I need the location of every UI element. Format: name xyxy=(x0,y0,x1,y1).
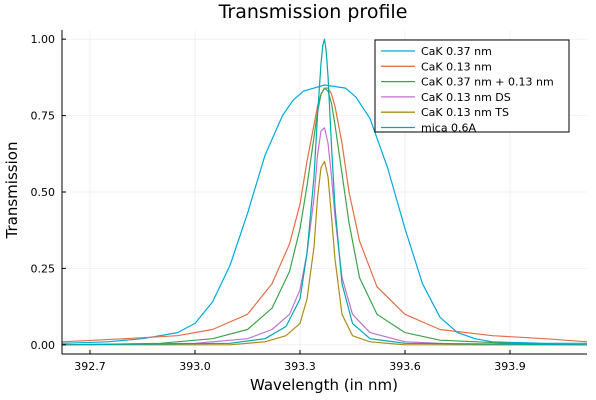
y-tick-label: 0.00 xyxy=(31,339,56,352)
x-tick-label: 393.9 xyxy=(494,360,526,373)
x-tick-label: 393.6 xyxy=(389,360,421,373)
x-tick-label: 393.0 xyxy=(179,360,211,373)
chart-title: Transmission profile xyxy=(218,1,408,23)
series-line-6 xyxy=(61,38,588,346)
y-tick-label: 0.25 xyxy=(31,262,56,275)
series-line-5 xyxy=(62,160,587,346)
x-tick-label: 393.3 xyxy=(284,360,316,373)
y-tick-label: 0.75 xyxy=(31,110,56,123)
legend-label: CaK 0.37 nm + 0.13 nm xyxy=(421,76,554,89)
y-tick-label: 1.00 xyxy=(31,33,56,46)
series-line-3 xyxy=(61,87,588,346)
series-line-1 xyxy=(61,84,587,344)
x-tick-labels: 392.7 393.0 393.3 393.6 393.9 xyxy=(74,360,526,373)
legend-label: CaK 0.13 nm xyxy=(421,60,492,73)
legend-label: CaK 0.13 nm TS xyxy=(421,106,509,119)
legend-label: CaK 0.13 nm DS xyxy=(421,91,511,104)
y-tick-label: 0.50 xyxy=(31,186,56,199)
x-tick-label: 392.7 xyxy=(74,360,106,373)
y-axis-label: Transmission xyxy=(3,142,21,240)
y-tick-labels: 0.00 0.25 0.50 0.75 1.00 xyxy=(31,33,56,352)
series-line-4 xyxy=(61,127,587,346)
x-axis-label: Wavelength (in nm) xyxy=(250,376,398,394)
axes xyxy=(61,30,587,355)
legend-label: mica 0.6A xyxy=(421,122,477,135)
legend-box xyxy=(374,39,570,133)
legend-label: CaK 0.37 nm xyxy=(421,45,492,58)
legend: CaK 0.37 nm CaK 0.13 nm CaK 0.37 nm + 0.13… xyxy=(374,39,570,135)
series-group xyxy=(61,38,588,346)
